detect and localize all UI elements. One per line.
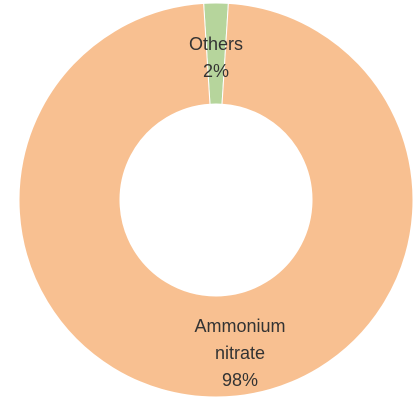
slice-value-label: 98% xyxy=(222,370,258,390)
slice-category-label: Others xyxy=(189,34,243,54)
slice-value-label: 2% xyxy=(203,61,229,81)
donut-slice xyxy=(18,2,414,398)
slice-category-label: Ammonium nitrate xyxy=(194,316,285,363)
